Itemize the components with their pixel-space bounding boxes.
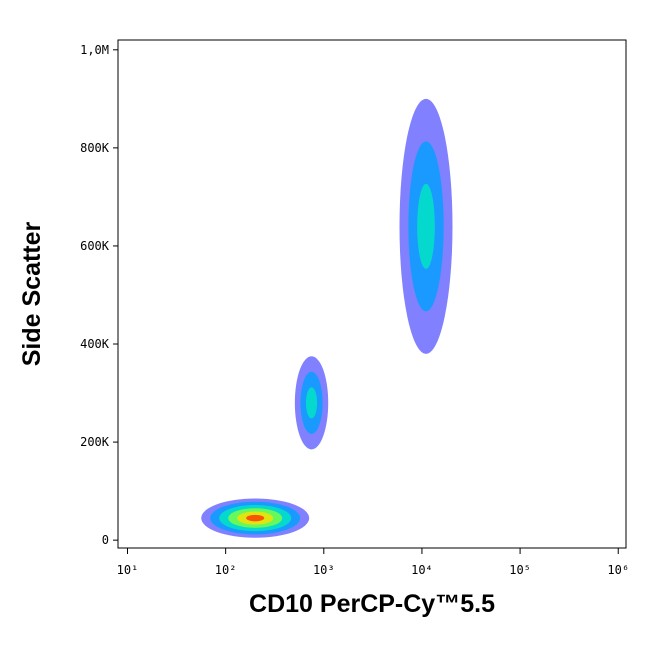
density-contour xyxy=(305,387,318,419)
x-axis-title: CD10 PerCP-Cy™5.5 xyxy=(249,590,495,618)
x-tick-label: 10³ xyxy=(313,563,335,577)
x-tick-label: 10¹ xyxy=(117,563,139,577)
y-tick-label: 0 xyxy=(102,533,109,547)
y-tick-label: 600K xyxy=(80,239,110,253)
y-tick-label: 800K xyxy=(80,141,110,155)
y-tick-label: 1,0M xyxy=(80,43,109,57)
y-tick-label: 200K xyxy=(80,435,110,449)
density-contour xyxy=(246,514,265,522)
plot-frame xyxy=(117,39,627,549)
x-tick-label: 10⁵ xyxy=(509,563,531,577)
density-contour xyxy=(417,183,435,269)
x-tick-label: 10⁴ xyxy=(411,563,433,577)
y-axis-title: Side Scatter xyxy=(18,221,46,366)
y-tick-label: 400K xyxy=(80,337,110,351)
x-tick-label: 10⁶ xyxy=(607,563,629,577)
x-tick-label: 10² xyxy=(215,563,237,577)
